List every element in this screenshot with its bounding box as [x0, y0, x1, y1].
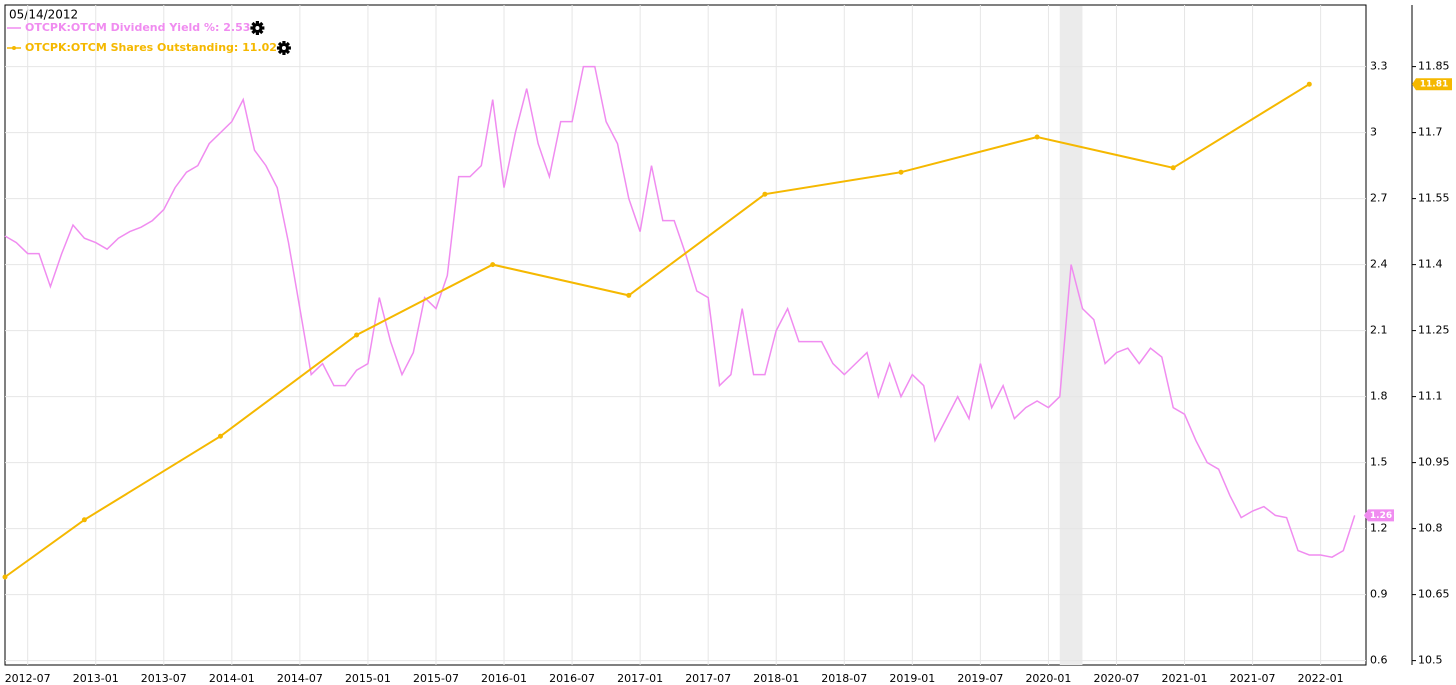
y2-tick-label: 11.7 [1418, 126, 1443, 139]
value-badge-label: 1.26 [1370, 511, 1392, 521]
x-tick-label: 2016-07 [549, 672, 595, 685]
y-tick-label: 2.7 [1370, 192, 1388, 205]
value-badge-label: 11.81 [1420, 80, 1448, 90]
series-point [217, 433, 223, 439]
date-label: 05/14/2012 [9, 8, 78, 22]
y-tick-label: 3 [1370, 126, 1377, 139]
series-point [81, 517, 87, 523]
y-tick-label: 0.9 [1370, 588, 1388, 601]
series-point [898, 169, 904, 175]
legend-label: OTCPK:OTCM Dividend Yield %: 2.53 [25, 21, 250, 34]
y-tick-label: 1.8 [1370, 390, 1388, 403]
legend-label: OTCPK:OTCM Shares Outstanding: 11.02 [25, 41, 277, 54]
plot-frame [4, 4, 1367, 666]
y2-tick-label: 10.65 [1418, 588, 1450, 601]
series-point [762, 191, 768, 197]
y2-tick-label: 10.8 [1418, 522, 1443, 535]
x-tick-label: 2014-07 [277, 672, 323, 685]
series-point [626, 292, 632, 298]
x-tick-label: 2013-07 [141, 672, 187, 685]
shaded-region [1059, 6, 1083, 665]
series-point [354, 332, 360, 338]
series-point [1034, 134, 1040, 140]
x-tick-label: 2021-01 [1162, 672, 1208, 685]
x-tick-label: 2019-07 [957, 672, 1003, 685]
legend-settings-icon[interactable] [250, 21, 265, 35]
y2-tick-label: 11.55 [1418, 192, 1450, 205]
gear-part[interactable] [281, 46, 286, 50]
series-point [490, 262, 496, 268]
legend-settings-icon[interactable] [276, 41, 291, 55]
x-tick-label: 2015-01 [345, 672, 391, 685]
x-tick-label: 2020-07 [1093, 672, 1139, 685]
y-tick-label: 3.3 [1370, 60, 1388, 73]
y2-tick-label: 10.95 [1418, 456, 1450, 469]
y-tick-label: 1.5 [1370, 456, 1388, 469]
y2-tick-label: 10.5 [1418, 654, 1443, 667]
series-point [2, 574, 8, 580]
y2-tick-label: 11.4 [1418, 258, 1443, 271]
x-tick-label: 2018-07 [821, 672, 867, 685]
x-tick-label: 2017-01 [617, 672, 663, 685]
y-tick-label: 2.1 [1370, 324, 1388, 337]
series-line [4, 65, 1356, 558]
y2-tick-label: 11.25 [1418, 324, 1450, 337]
x-tick-label: 2018-01 [753, 672, 799, 685]
x-tick-label: 2021-07 [1230, 672, 1276, 685]
x-tick-label: 2017-07 [685, 672, 731, 685]
series-point [1306, 81, 1312, 87]
x-tick-label: 2015-07 [413, 672, 459, 685]
y-tick-label: 1.2 [1370, 522, 1388, 535]
y2-tick-label: 11.1 [1418, 390, 1443, 403]
x-tick-label: 2016-01 [481, 672, 527, 685]
x-tick-label: 2020-01 [1025, 672, 1071, 685]
value-badge [1364, 509, 1394, 522]
y-tick-label: 0.6 [1370, 654, 1388, 667]
gear-part[interactable] [255, 26, 260, 30]
y2-tick-label: 11.85 [1418, 60, 1450, 73]
series-point [1170, 165, 1176, 171]
x-tick-label: 2012-07 [5, 672, 51, 685]
x-tick-label: 2014-01 [209, 672, 255, 685]
legend-marker [12, 46, 16, 50]
value-badge [1412, 78, 1452, 91]
x-tick-label: 2013-01 [73, 672, 119, 685]
x-tick-label: 2019-01 [889, 672, 935, 685]
y-tick-label: 2.4 [1370, 258, 1388, 271]
x-tick-label: 2022-01 [1298, 672, 1344, 685]
